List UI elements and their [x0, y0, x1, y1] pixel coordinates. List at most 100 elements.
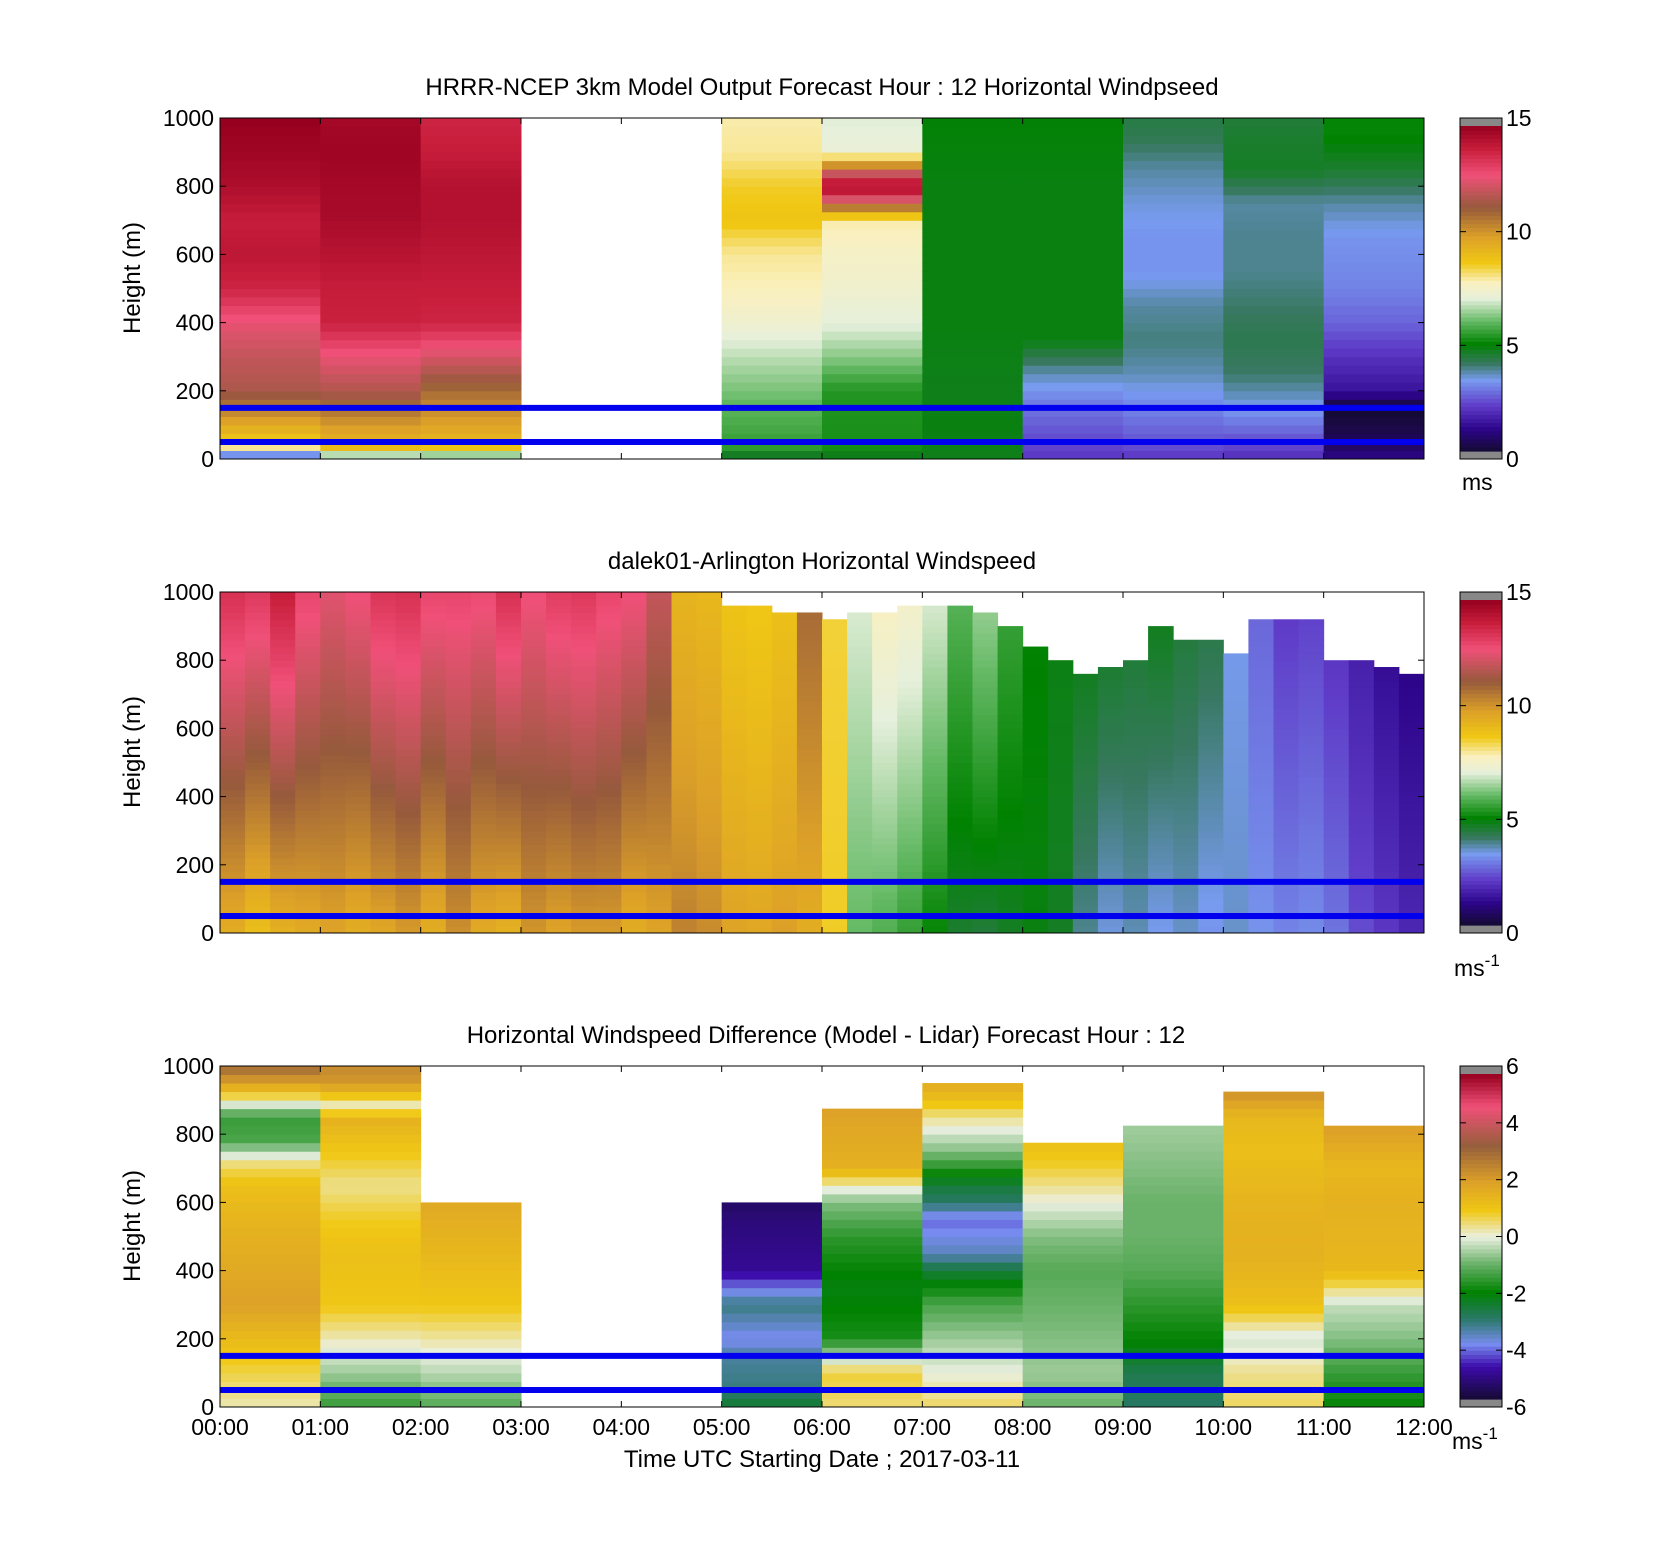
heatmap-cell	[922, 898, 948, 907]
heatmap-cell	[1097, 742, 1124, 750]
heatmap-cell	[1273, 707, 1300, 716]
colorbar-segment	[1460, 1082, 1502, 1087]
heatmap-cell	[1223, 390, 1325, 400]
heatmap-cell	[320, 126, 422, 136]
colorbar-segment	[1460, 154, 1502, 160]
heatmap-cell	[1273, 701, 1300, 709]
heatmap-cell	[395, 619, 422, 627]
heatmap-cell	[1323, 735, 1350, 743]
heatmap-cell	[997, 769, 1024, 777]
heatmap-cell	[1022, 1193, 1124, 1203]
colorbar-segment	[1460, 746, 1502, 751]
heatmap-cell	[997, 694, 1024, 702]
heatmap-cell	[696, 830, 723, 839]
colorbar-segment	[1460, 1317, 1502, 1323]
heatmap-cell	[746, 735, 773, 743]
colorbar-segment	[1460, 386, 1502, 391]
heatmap-cell	[295, 639, 321, 648]
heatmap-cell	[420, 844, 447, 852]
heatmap-cell	[696, 735, 723, 743]
heatmap-cell	[872, 639, 898, 648]
heatmap-cell	[546, 762, 572, 770]
heatmap-cell	[395, 660, 422, 668]
heatmap-cell	[721, 742, 748, 750]
heatmap-cell	[897, 898, 923, 907]
heatmap-cell	[220, 186, 321, 196]
heatmap-cell	[295, 885, 321, 893]
heatmap-cell	[922, 1287, 1024, 1297]
heatmap-cell	[1248, 626, 1274, 634]
colorbar-segment	[1460, 677, 1502, 682]
heatmap-cell	[571, 817, 597, 825]
colorbar-segment	[1460, 426, 1502, 432]
heatmap-cell	[721, 211, 823, 221]
heatmap-cell	[922, 632, 948, 641]
heatmap-cell	[546, 796, 572, 804]
heatmap-cell	[1223, 782, 1249, 791]
heatmap-cell	[822, 639, 848, 648]
heatmap-cell	[646, 885, 672, 893]
colorbar-segment	[1460, 381, 1502, 387]
heatmap-cell	[420, 769, 447, 777]
heatmap-cell	[922, 1134, 1024, 1144]
heatmap-cell	[320, 1279, 422, 1289]
heatmap-cell	[370, 735, 397, 743]
heatmap-cell	[1298, 782, 1325, 791]
heatmap-cell	[220, 885, 246, 893]
colorbar-tick-label: 0	[1506, 1224, 1519, 1250]
heatmap-cell	[245, 851, 271, 859]
heatmap-cell	[420, 1347, 522, 1357]
heatmap-cell	[1072, 701, 1099, 709]
heatmap-cell	[495, 796, 522, 804]
heatmap-cell	[420, 203, 522, 213]
heatmap-cell	[922, 857, 948, 866]
heatmap-cell	[320, 762, 346, 770]
heatmap-cell	[922, 135, 1024, 145]
y-tick-label: 800	[176, 647, 214, 673]
heatmap-cell	[1123, 433, 1224, 443]
heatmap-cell	[1248, 728, 1274, 736]
heatmap-cell	[1323, 789, 1350, 798]
heatmap-cell	[1047, 892, 1074, 900]
heatmap-cell	[1273, 864, 1300, 873]
heatmap-cell	[847, 892, 873, 900]
heatmap-cell	[521, 905, 547, 914]
heatmap-cell	[872, 803, 898, 811]
heatmap-cell	[1248, 735, 1274, 743]
heatmap-cell	[646, 660, 672, 668]
colorbar-segment	[1460, 1208, 1502, 1213]
heatmap-cell	[746, 837, 773, 845]
heatmap-cell	[1323, 169, 1425, 179]
heatmap-cell	[1123, 1304, 1224, 1314]
heatmap-cell	[847, 639, 873, 648]
heatmap-cell	[245, 857, 271, 866]
heatmap-cell	[972, 782, 999, 791]
colorbar-segment	[1460, 847, 1502, 853]
heatmap-cell	[370, 803, 397, 811]
heatmap-cell	[922, 823, 948, 832]
heatmap-cell	[1248, 851, 1274, 859]
heatmap-cell	[721, 271, 823, 281]
heatmap-cell	[1047, 728, 1074, 736]
colorbar-tick-label: 6	[1506, 1053, 1519, 1079]
heatmap-cell	[696, 673, 723, 682]
heatmap-cell	[596, 742, 622, 750]
heatmap-cell	[822, 646, 848, 654]
heatmap-cell	[1022, 1185, 1124, 1195]
heatmap-cell	[521, 619, 547, 627]
heatmap-cell	[270, 612, 296, 620]
heatmap-cell	[546, 926, 572, 934]
heatmap-cell	[1123, 782, 1149, 791]
heatmap-cell	[621, 789, 647, 798]
heatmap-cell	[1323, 701, 1350, 709]
heatmap-cell	[1273, 817, 1300, 825]
heatmap-cell	[1398, 926, 1425, 934]
heatmap-cell	[1298, 701, 1325, 709]
heatmap-cell	[445, 748, 472, 757]
heatmap-cell	[721, 220, 823, 230]
heatmap-cell	[1148, 701, 1174, 709]
colorbar-segment	[1460, 1228, 1502, 1234]
colorbar-segment	[1460, 446, 1502, 452]
heatmap-cell	[1323, 382, 1425, 392]
heatmap-cell	[822, 823, 848, 832]
